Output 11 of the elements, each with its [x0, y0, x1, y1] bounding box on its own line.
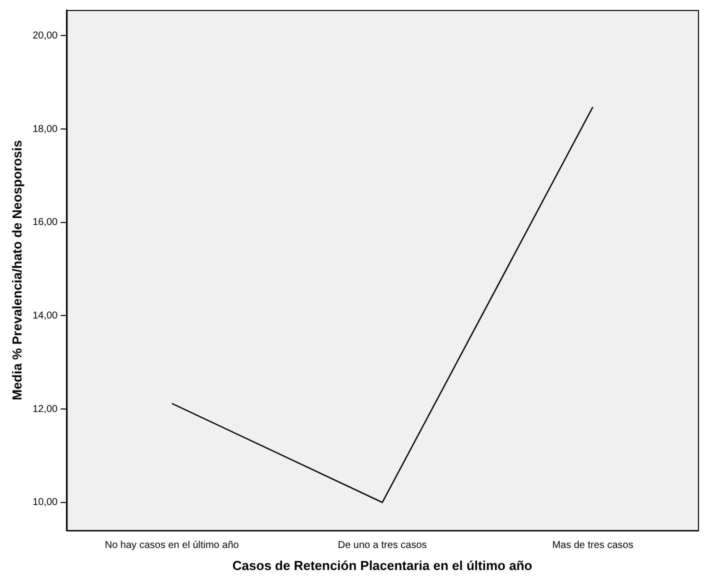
x-tick-label: De uno a tres casos [338, 540, 427, 552]
y-tick-label: 16,00 [32, 217, 58, 228]
y-tick-label: 12,00 [32, 404, 58, 415]
x-tick-label: Mas de tres casos [552, 540, 634, 552]
y-tick-label: 18,00 [32, 124, 58, 135]
y-axis-title: Media % Prevalencia/hato de Neosporosis [9, 140, 24, 400]
y-tick-label: 14,00 [32, 310, 58, 322]
x-axis-title: Casos de Retención Placentaria en el último año [232, 558, 532, 573]
x-tick-label: No hay casos en el último año [104, 540, 240, 552]
y-tick-label: 20,00 [32, 30, 58, 42]
y-tick-label: 10,00 [32, 497, 58, 508]
